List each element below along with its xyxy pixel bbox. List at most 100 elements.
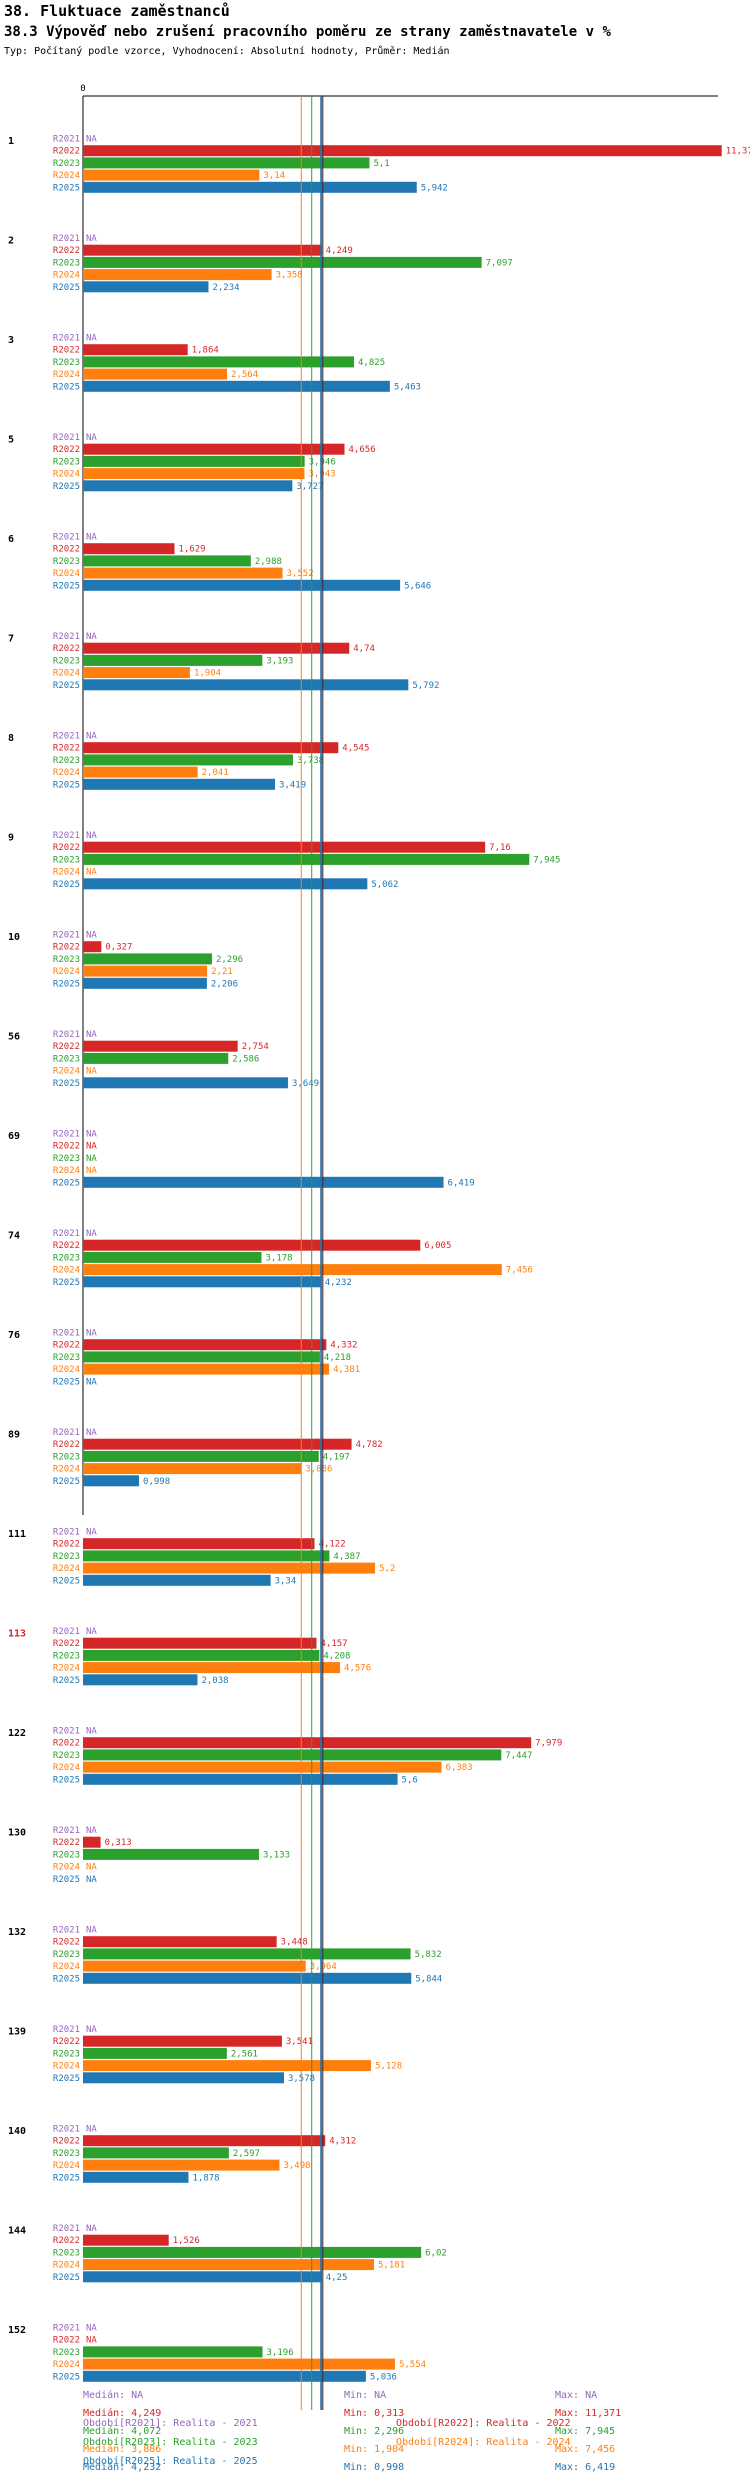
bar — [83, 2370, 366, 2382]
data-label: NA — [86, 1875, 97, 1885]
data-label: 5,942 — [421, 183, 448, 193]
group-label: 5 — [8, 435, 14, 446]
data-label: 2,206 — [211, 979, 238, 989]
data-label: NA — [86, 135, 97, 145]
bar — [83, 1960, 306, 1972]
series-row-label: R2023 — [53, 855, 80, 865]
series-row-label: R2021 — [53, 1329, 80, 1339]
bar — [83, 1176, 444, 1188]
series-row-label: R2022 — [53, 2037, 80, 2047]
bar — [83, 1363, 330, 1375]
bar — [83, 1538, 315, 1550]
series-row-label: R2022 — [53, 147, 80, 157]
series-row-label: R2024 — [53, 1962, 80, 1972]
data-label: NA — [86, 1142, 97, 1152]
data-label: 2,561 — [231, 2049, 258, 2059]
series-row-label: R2021 — [53, 334, 80, 344]
group-label: 1 — [8, 136, 14, 147]
data-label: 7,447 — [505, 1751, 532, 1761]
stat-median: Medián: 4,249 — [83, 2408, 162, 2419]
data-label: NA — [86, 1377, 97, 1387]
series-row-label: R2024 — [53, 1863, 80, 1873]
data-label: 5,128 — [375, 2062, 402, 2072]
data-label: 4,825 — [358, 358, 385, 368]
series-row-label: R2024 — [53, 669, 80, 679]
bar — [83, 1936, 277, 1948]
data-label: NA — [86, 931, 97, 941]
data-label: 5,463 — [394, 382, 421, 392]
series-row-label: R2022 — [53, 1042, 80, 1052]
data-label: 1,526 — [173, 2236, 200, 2246]
data-label: NA — [86, 1166, 97, 1176]
series-row-label: R2022 — [53, 1838, 80, 1848]
series-row-label: R2021 — [53, 632, 80, 642]
group-label: 122 — [8, 1728, 26, 1739]
data-label: 1,878 — [192, 2173, 219, 2183]
data-label: 1,629 — [179, 545, 206, 555]
group-label: 6 — [8, 534, 14, 545]
data-label: NA — [86, 1627, 97, 1637]
data-label: NA — [86, 1528, 97, 1538]
series-row-label: R2022 — [53, 943, 80, 953]
data-label: 4,249 — [326, 246, 353, 256]
series-row-label: R2024 — [53, 1365, 80, 1375]
series-row-label: R2023 — [53, 1154, 80, 1164]
bar — [83, 1948, 411, 1960]
legend-entry: Období[R2022]: Realita - 2022 — [396, 2418, 571, 2429]
stat-max: Max: 7,456 — [555, 2444, 616, 2455]
stat-median: Medián: 4,072 — [83, 2426, 162, 2437]
bar — [83, 1077, 288, 1089]
data-label: 2,038 — [201, 1676, 228, 1686]
bar — [83, 766, 198, 778]
bar — [83, 1040, 238, 1052]
series-row-label: R2025 — [53, 283, 80, 293]
series-row-label: R2023 — [53, 656, 80, 666]
chart-subtitle: 38.3 Výpověď nebo zrušení pracovního pom… — [4, 24, 611, 40]
data-label: 7,979 — [535, 1739, 562, 1749]
series-row-label: R2025 — [53, 1775, 80, 1785]
legend-entry: Období[R2024]: Realita - 2024 — [396, 2437, 571, 2448]
series-row-label: R2022 — [53, 2236, 80, 2246]
stat-min: Min: 0,998 — [344, 2462, 405, 2473]
bar — [83, 555, 251, 567]
data-label: 7,16 — [489, 843, 511, 853]
series-row-label: R2021 — [53, 1727, 80, 1737]
series-row-label: R2022 — [53, 1142, 80, 1152]
series-row-label: R2025 — [53, 581, 80, 591]
bar — [83, 145, 722, 157]
data-label: NA — [86, 1329, 97, 1339]
bar — [83, 567, 283, 579]
series-row-label: R2021 — [53, 1528, 80, 1538]
group-label: 3 — [8, 335, 14, 346]
bar — [83, 1450, 319, 1462]
series-row-label: R2023 — [53, 2049, 80, 2059]
series-row-label: R2025 — [53, 1178, 80, 1188]
series-row-label: R2024 — [53, 569, 80, 579]
series-row-label: R2023 — [53, 1651, 80, 1661]
bar — [83, 1475, 140, 1487]
series-row-label: R2025 — [53, 1079, 80, 1089]
series-row-label: R2023 — [53, 1950, 80, 1960]
series-row-label: R2024 — [53, 370, 80, 380]
stat-max: Max: 6,419 — [555, 2462, 616, 2473]
data-label: 4,656 — [349, 445, 376, 455]
series-row-label: R2023 — [53, 457, 80, 467]
data-label: NA — [86, 1863, 97, 1873]
data-label: 7,097 — [486, 258, 513, 268]
bar — [83, 1574, 271, 1586]
data-label: 4,157 — [320, 1639, 347, 1649]
data-label: 5,062 — [371, 880, 398, 890]
bar — [83, 2047, 227, 2059]
bar — [83, 1339, 327, 1351]
bar — [83, 1737, 532, 1749]
data-label: NA — [86, 533, 97, 543]
bar — [83, 244, 322, 256]
bar — [83, 1637, 317, 1649]
series-row-label: R2024 — [53, 2062, 80, 2072]
bar — [83, 2234, 169, 2246]
series-row-label: R2024 — [53, 2360, 80, 2370]
data-label: 2,988 — [255, 557, 282, 567]
series-row-label: R2022 — [53, 545, 80, 555]
data-label: 4,218 — [324, 1353, 351, 1363]
series-row-label: R2025 — [53, 2074, 80, 2084]
